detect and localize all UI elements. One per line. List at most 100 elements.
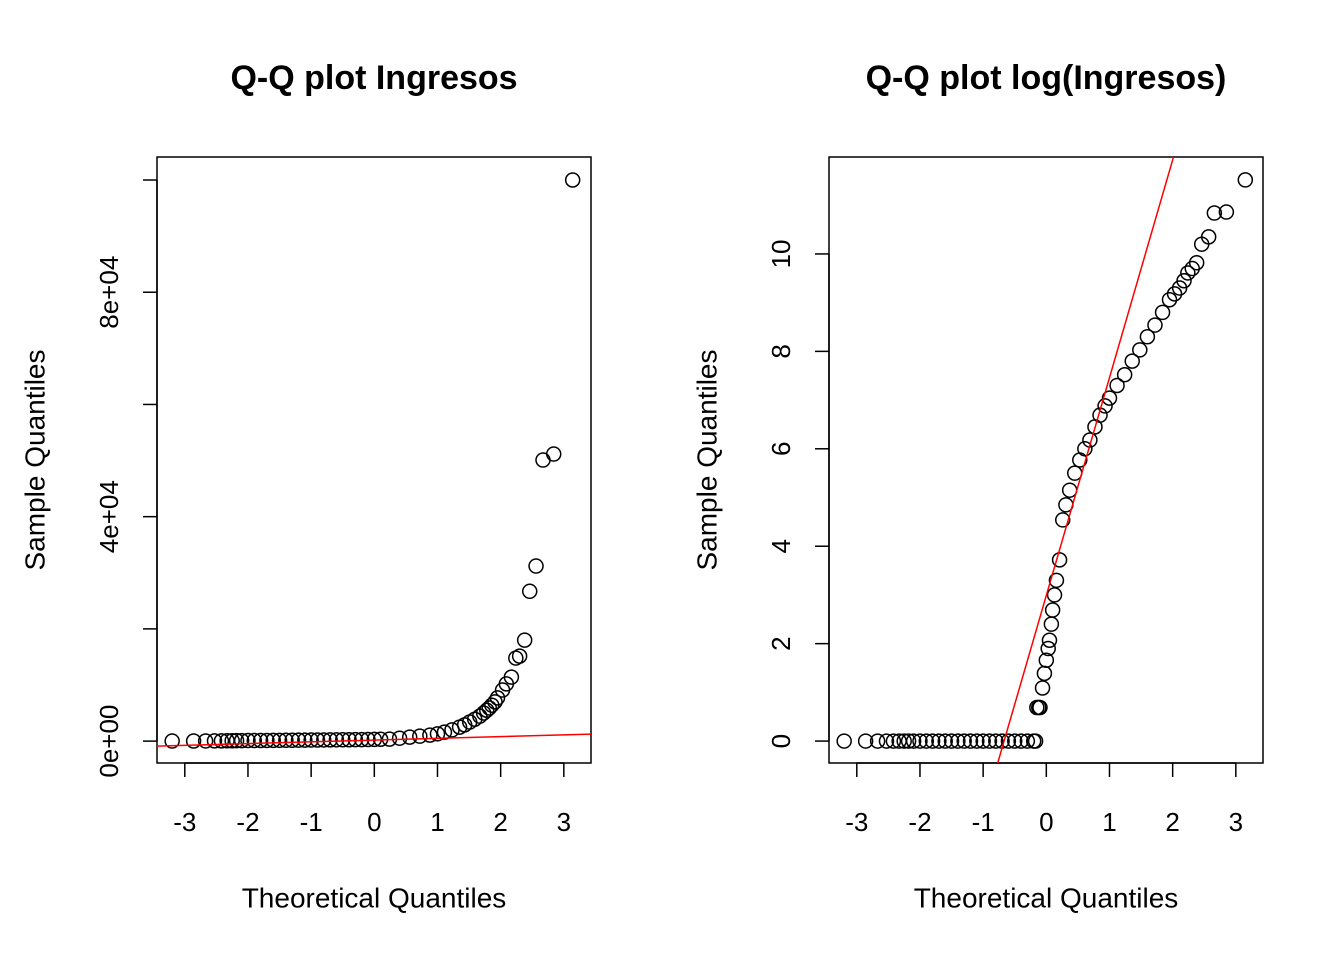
point	[950, 733, 966, 749]
y-tick-label: 4	[766, 539, 796, 553]
point	[316, 732, 332, 748]
x-axis-label: Theoretical Quantiles	[242, 882, 507, 913]
x-tick-label: -2	[908, 807, 931, 837]
point	[857, 733, 874, 749]
point	[1041, 632, 1058, 648]
point	[391, 730, 408, 746]
x-tick-label: 2	[493, 807, 507, 837]
point	[347, 731, 364, 748]
point	[334, 732, 351, 748]
x-axis-label: Theoretical Quantiles	[914, 882, 1179, 913]
point	[1019, 733, 1036, 749]
point	[931, 733, 947, 749]
point	[1040, 640, 1056, 657]
panel: Q-Q plot Ingresos Theoretical Quantiles Sa…	[19, 59, 592, 913]
x-tick-label: 3	[1229, 807, 1243, 837]
point	[284, 732, 300, 748]
point	[206, 733, 223, 749]
x-tick-label: -2	[236, 807, 259, 837]
point	[1188, 254, 1205, 271]
point	[228, 732, 245, 749]
point	[246, 732, 263, 749]
point	[479, 702, 495, 719]
point	[511, 648, 528, 664]
point	[969, 733, 985, 749]
point	[981, 733, 998, 749]
point	[309, 732, 326, 748]
point	[1006, 733, 1023, 749]
point	[1218, 204, 1235, 220]
point	[259, 732, 275, 749]
point	[1027, 733, 1044, 749]
point	[475, 705, 492, 721]
point	[489, 690, 506, 706]
point	[265, 732, 281, 749]
point	[1034, 680, 1051, 696]
point	[1054, 512, 1071, 528]
point	[1180, 265, 1196, 281]
point	[1038, 652, 1055, 668]
point	[878, 733, 895, 749]
point	[271, 732, 288, 749]
point	[1132, 342, 1148, 358]
point	[429, 726, 446, 742]
point	[924, 733, 941, 749]
point	[905, 733, 922, 749]
point	[1000, 733, 1017, 749]
point	[422, 727, 438, 743]
point	[1166, 286, 1183, 302]
point	[1154, 304, 1171, 321]
y-tick-label: 0	[766, 734, 796, 748]
point	[988, 733, 1004, 749]
point	[516, 632, 533, 648]
point	[233, 732, 250, 749]
point	[1176, 272, 1192, 289]
point	[213, 733, 230, 749]
x-tick-label: 1	[430, 807, 444, 837]
point	[224, 732, 240, 749]
point	[1046, 587, 1063, 603]
point	[436, 724, 453, 740]
point	[896, 733, 912, 749]
point	[328, 732, 345, 748]
point	[1124, 353, 1140, 369]
y-tick-label: 2	[766, 636, 796, 650]
plot-frame	[156, 156, 592, 764]
point	[937, 733, 953, 749]
qq-line	[157, 733, 591, 747]
x-tick-label: 0	[1039, 807, 1053, 837]
qq-line	[996, 157, 1175, 763]
point	[1237, 172, 1254, 188]
point	[303, 732, 319, 748]
y-tick-label: 6	[766, 442, 796, 456]
point	[528, 558, 544, 574]
point	[503, 669, 520, 685]
y-tick-label: 8	[766, 344, 796, 358]
panel: Q-Q plot log(Ingresos) Theoretical Quanti…	[691, 59, 1264, 913]
point	[1097, 398, 1113, 414]
chart-title: Q-Q plot log(Ingresos)	[866, 59, 1227, 97]
point	[564, 172, 581, 188]
point	[1109, 377, 1125, 394]
x-tick-label: -3	[845, 807, 868, 837]
point	[278, 732, 294, 749]
x-tick-label: -3	[173, 807, 196, 837]
y-tick-label: 0e+00	[94, 705, 124, 778]
point	[401, 729, 418, 745]
y-tick-label: 10	[766, 239, 796, 268]
point	[252, 732, 269, 749]
point	[975, 733, 991, 749]
point	[290, 732, 307, 748]
point	[341, 731, 357, 748]
point	[1206, 205, 1223, 221]
point	[1147, 317, 1163, 333]
point	[885, 733, 902, 749]
point	[962, 733, 979, 749]
point	[1161, 291, 1178, 308]
point	[836, 733, 852, 749]
point	[1116, 367, 1133, 383]
x-tick-label: 2	[1165, 807, 1179, 837]
y-axis-label: Sample Quantiles	[19, 349, 50, 570]
point	[1048, 572, 1065, 589]
